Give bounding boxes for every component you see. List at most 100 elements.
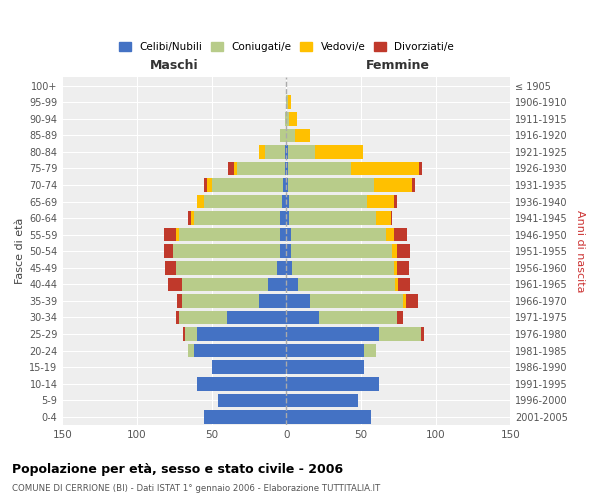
Bar	[419, 162, 422, 175]
Bar	[285, 162, 286, 175]
Bar	[367, 195, 394, 208]
Bar	[286, 328, 379, 341]
Bar	[403, 294, 406, 308]
Bar	[191, 212, 194, 225]
Bar	[289, 195, 367, 208]
Bar	[292, 261, 394, 274]
Bar	[310, 294, 403, 308]
Bar	[169, 278, 182, 291]
Bar	[197, 195, 204, 208]
Bar	[286, 195, 289, 208]
Bar	[179, 310, 227, 324]
Bar	[218, 394, 286, 407]
Bar	[286, 128, 295, 142]
Bar	[176, 261, 277, 274]
Bar	[286, 244, 291, 258]
Bar	[277, 261, 286, 274]
Bar	[185, 328, 197, 341]
Bar	[394, 228, 407, 241]
Bar	[173, 244, 280, 258]
Bar	[289, 212, 376, 225]
Bar	[286, 410, 371, 424]
Bar	[228, 162, 234, 175]
Bar	[291, 244, 392, 258]
Bar	[374, 178, 412, 192]
Bar	[182, 294, 259, 308]
Bar	[184, 328, 185, 341]
Bar	[364, 344, 376, 358]
Bar	[397, 244, 410, 258]
Y-axis label: Fasce di età: Fasce di età	[15, 218, 25, 284]
Bar	[164, 244, 173, 258]
Bar	[397, 261, 409, 274]
Bar	[286, 228, 291, 241]
Bar	[286, 294, 310, 308]
Bar	[188, 212, 191, 225]
Bar	[286, 310, 319, 324]
Bar	[179, 228, 280, 241]
Bar	[204, 178, 207, 192]
Bar	[207, 178, 212, 192]
Bar	[182, 278, 268, 291]
Bar	[350, 162, 419, 175]
Bar	[286, 377, 379, 390]
Bar	[286, 344, 364, 358]
Text: COMUNE DI CERRIONE (BI) - Dati ISTAT 1° gennaio 2006 - Elaborazione TUTTITALIA.I: COMUNE DI CERRIONE (BI) - Dati ISTAT 1° …	[12, 484, 380, 493]
Bar	[376, 212, 391, 225]
Bar	[178, 294, 182, 308]
Bar	[212, 360, 286, 374]
Bar	[286, 145, 288, 158]
Text: Femmine: Femmine	[367, 60, 430, 72]
Bar	[291, 228, 386, 241]
Bar	[282, 195, 286, 208]
Text: Popolazione per età, sesso e stato civile - 2006: Popolazione per età, sesso e stato civil…	[12, 462, 343, 475]
Bar	[227, 310, 286, 324]
Bar	[285, 145, 286, 158]
Bar	[188, 344, 194, 358]
Bar	[176, 310, 179, 324]
Bar	[286, 96, 288, 109]
Bar	[176, 228, 179, 241]
Y-axis label: Anni di nascita: Anni di nascita	[575, 210, 585, 292]
Bar	[288, 178, 374, 192]
Bar	[288, 162, 350, 175]
Bar	[280, 244, 286, 258]
Bar	[394, 261, 397, 274]
Bar	[395, 278, 398, 291]
Bar	[398, 278, 410, 291]
Bar	[197, 377, 286, 390]
Bar	[286, 360, 364, 374]
Bar	[412, 178, 415, 192]
Bar	[283, 178, 286, 192]
Bar	[295, 128, 310, 142]
Bar	[285, 112, 286, 126]
Bar	[265, 145, 285, 158]
Bar	[286, 261, 292, 274]
Bar	[166, 261, 176, 274]
Bar	[286, 212, 289, 225]
Bar	[194, 212, 280, 225]
Bar	[391, 212, 392, 225]
Bar	[286, 112, 289, 126]
Bar	[319, 310, 397, 324]
Legend: Celibi/Nubili, Coniugati/e, Vedovi/e, Divorziati/e: Celibi/Nubili, Coniugati/e, Vedovi/e, Di…	[115, 38, 458, 56]
Bar	[204, 410, 286, 424]
Bar	[394, 195, 397, 208]
Bar	[289, 112, 297, 126]
Bar	[280, 212, 286, 225]
Bar	[212, 178, 283, 192]
Bar	[237, 162, 285, 175]
Bar	[421, 328, 424, 341]
Bar	[194, 344, 286, 358]
Bar	[392, 244, 397, 258]
Bar	[286, 278, 298, 291]
Bar	[286, 178, 288, 192]
Bar	[379, 328, 421, 341]
Bar	[386, 228, 394, 241]
Text: Maschi: Maschi	[150, 60, 199, 72]
Bar	[164, 228, 176, 241]
Bar	[288, 145, 315, 158]
Bar	[397, 310, 403, 324]
Bar	[298, 278, 395, 291]
Bar	[315, 145, 362, 158]
